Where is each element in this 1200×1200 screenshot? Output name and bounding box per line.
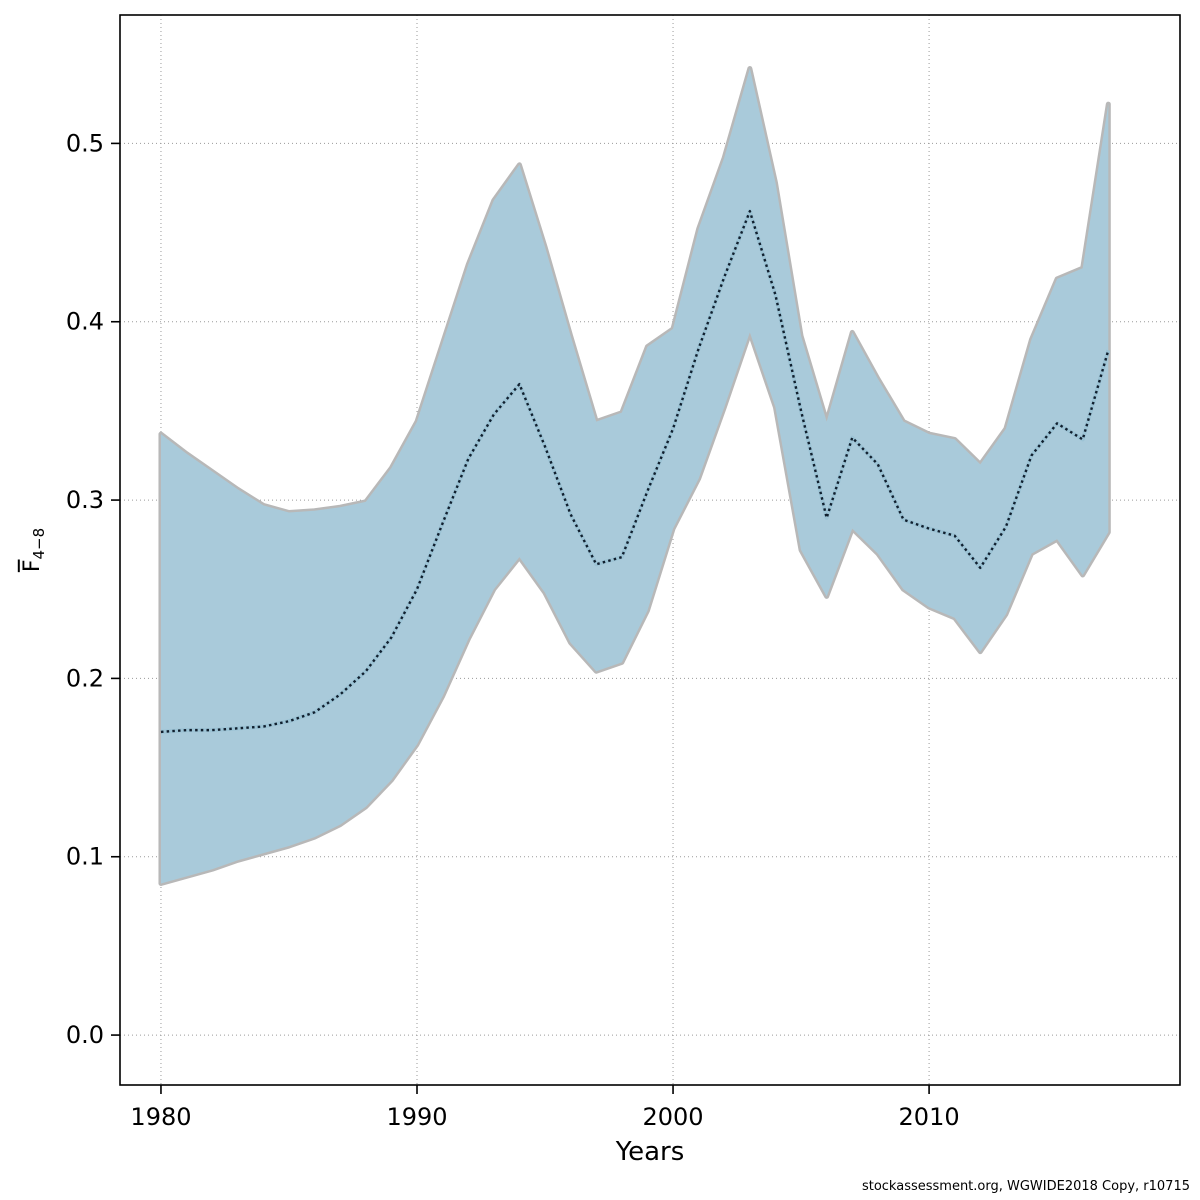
x-axis-label: Years xyxy=(615,1137,685,1167)
x-tick-label: 1990 xyxy=(386,1103,447,1131)
y-axis-label-subscript: 4−8 xyxy=(30,527,49,560)
y-axis-label: F4−8 xyxy=(20,528,48,572)
x-tick-label: 1980 xyxy=(130,1103,191,1131)
y-tick-label: 0.0 xyxy=(66,1021,104,1049)
y-tick-label: 0.1 xyxy=(66,843,104,871)
y-tick-label: 0.3 xyxy=(66,486,104,514)
y-tick-label: 0.5 xyxy=(66,129,104,157)
y-tick-label: 0.4 xyxy=(66,308,104,336)
y-tick-label: 0.2 xyxy=(66,664,104,692)
x-tick-label: 2000 xyxy=(643,1103,704,1131)
confidence-band xyxy=(160,68,1109,884)
median-line xyxy=(160,209,1110,734)
x-tick-label: 2010 xyxy=(899,1103,960,1131)
plot-border xyxy=(119,14,1181,1086)
y-axis-label-base: F xyxy=(19,559,45,573)
footer-credit: stockassessment.org, WGWIDE2018 Copy, r1… xyxy=(861,1179,1190,1194)
